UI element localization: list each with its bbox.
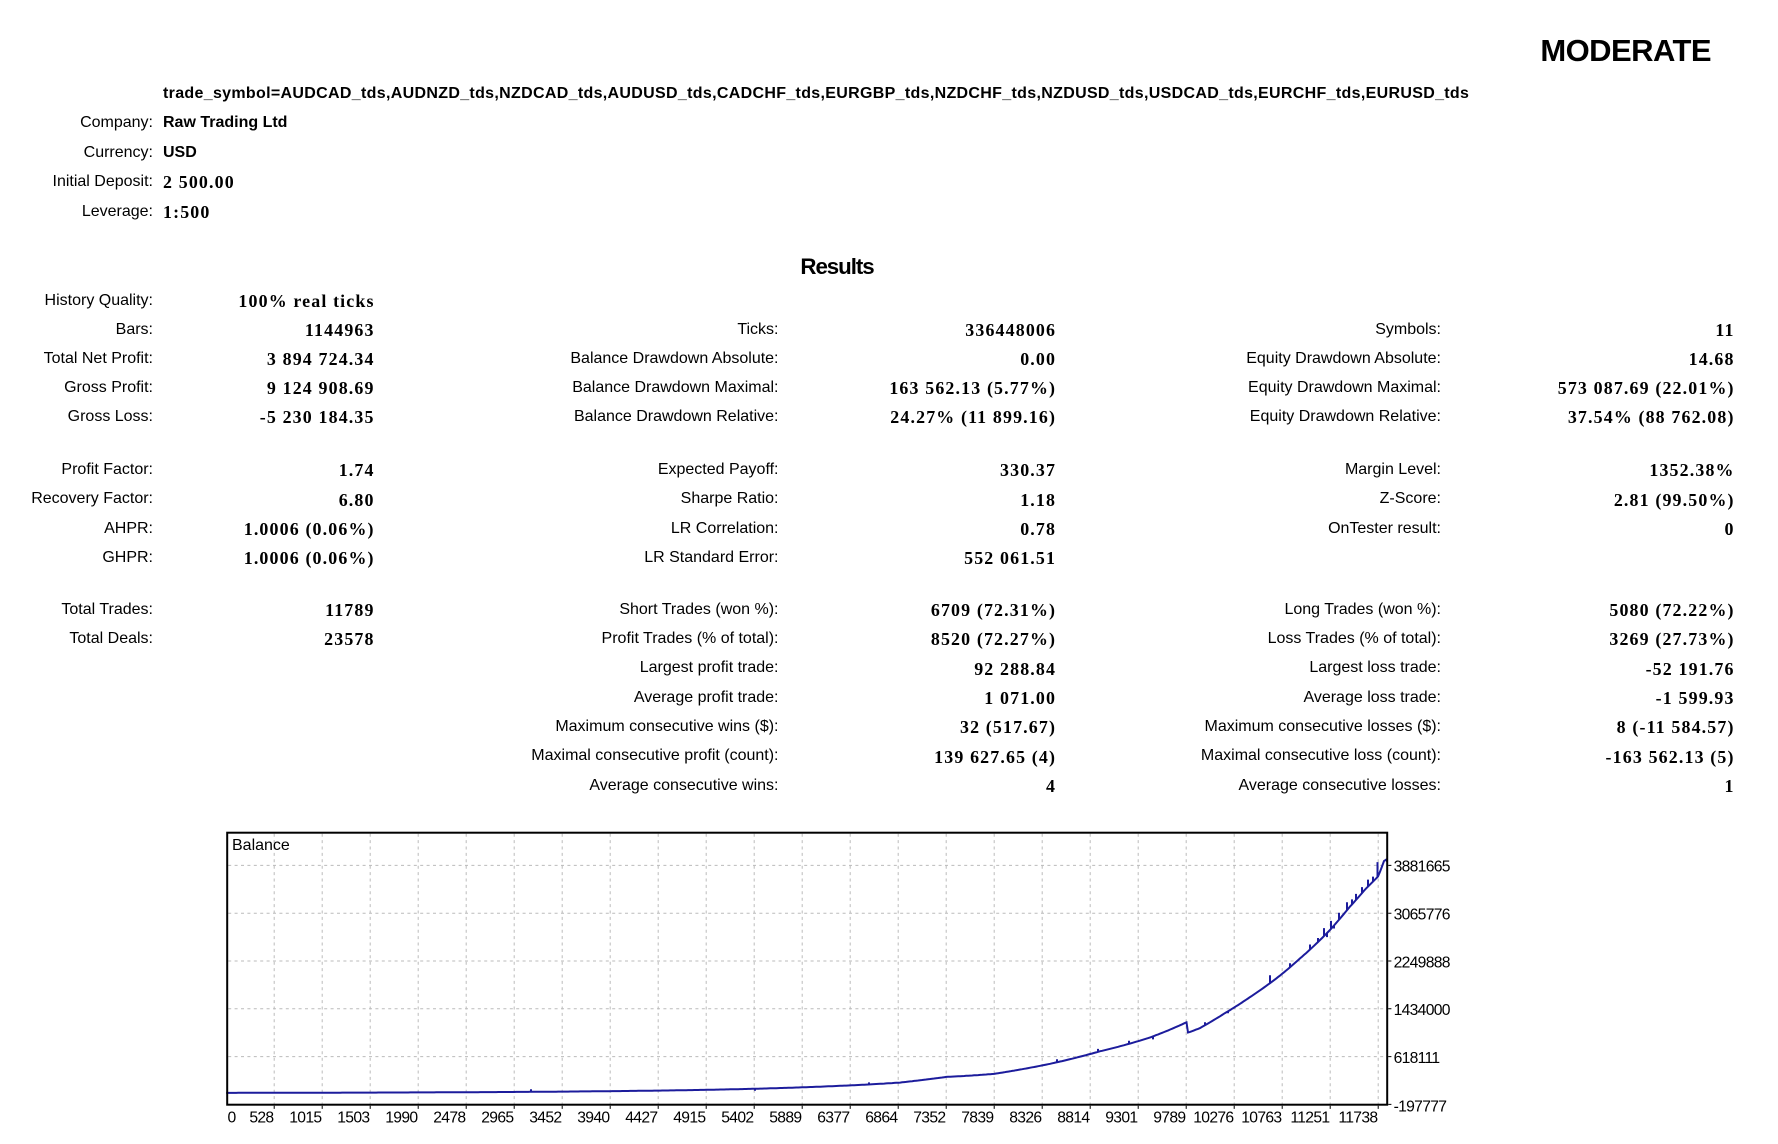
svg-text:2965: 2965 xyxy=(481,1110,514,1127)
svg-text:618111: 618111 xyxy=(1394,1050,1440,1067)
svg-text:2478: 2478 xyxy=(433,1110,466,1127)
svg-text:3940: 3940 xyxy=(577,1110,610,1127)
svg-text:5402: 5402 xyxy=(721,1110,753,1127)
svg-text:1015: 1015 xyxy=(289,1110,322,1127)
svg-text:3065776: 3065776 xyxy=(1394,907,1451,924)
svg-text:6377: 6377 xyxy=(817,1110,849,1127)
svg-text:4427: 4427 xyxy=(625,1110,657,1127)
svg-text:-197777: -197777 xyxy=(1394,1099,1447,1116)
svg-text:7839: 7839 xyxy=(961,1110,993,1127)
svg-text:528: 528 xyxy=(249,1110,274,1127)
svg-text:9789: 9789 xyxy=(1153,1110,1185,1127)
svg-text:0: 0 xyxy=(227,1110,236,1127)
svg-text:1434000: 1434000 xyxy=(1394,1002,1451,1019)
svg-text:8814: 8814 xyxy=(1057,1110,1090,1127)
svg-text:10276: 10276 xyxy=(1193,1110,1234,1127)
svg-text:5889: 5889 xyxy=(769,1110,801,1127)
svg-text:3881665: 3881665 xyxy=(1394,859,1451,876)
svg-text:11738: 11738 xyxy=(1338,1110,1378,1127)
svg-text:8326: 8326 xyxy=(1009,1110,1042,1127)
svg-text:9301: 9301 xyxy=(1105,1110,1137,1127)
svg-text:2249888: 2249888 xyxy=(1394,954,1451,971)
svg-text:4915: 4915 xyxy=(673,1110,706,1127)
svg-text:10763: 10763 xyxy=(1241,1110,1282,1127)
svg-text:1503: 1503 xyxy=(337,1110,370,1127)
svg-text:1990: 1990 xyxy=(385,1110,418,1127)
svg-text:Balance: Balance xyxy=(232,837,290,854)
svg-text:3452: 3452 xyxy=(529,1110,561,1127)
svg-text:7352: 7352 xyxy=(913,1110,945,1127)
svg-text:11251: 11251 xyxy=(1290,1110,1329,1127)
svg-text:6864: 6864 xyxy=(865,1110,898,1127)
